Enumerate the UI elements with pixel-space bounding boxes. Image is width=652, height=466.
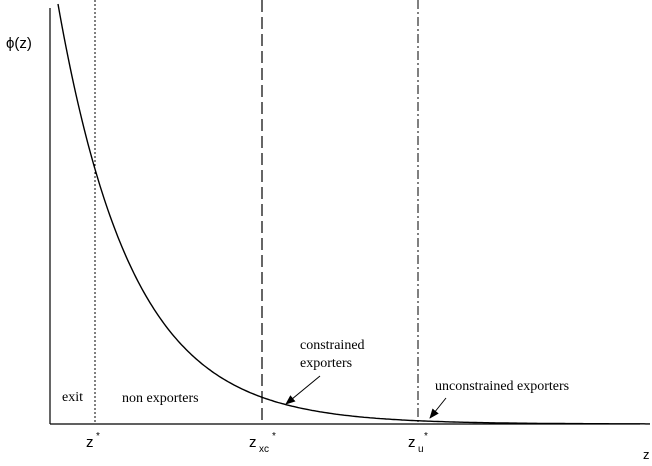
density-curve xyxy=(57,3,650,425)
region-label-non-exporters: non exporters xyxy=(122,391,199,406)
region-label-constrained-line2: exporters xyxy=(300,356,352,371)
threshold-label-sub: u xyxy=(418,444,424,455)
y-axis-label: ϕ(z) xyxy=(6,35,32,52)
threshold-label-sup: * xyxy=(96,431,100,442)
threshold-label-z-xc-star: z xc * xyxy=(249,431,276,455)
region-label-exit: exit xyxy=(62,390,83,405)
threshold-label-z-u-star: z u * xyxy=(408,431,428,455)
threshold-label-sup: * xyxy=(424,431,428,442)
threshold-label-z-star: z * xyxy=(86,431,100,451)
x-axis-label: z xyxy=(643,447,650,462)
region-label-unconstrained: unconstrained exporters xyxy=(435,379,569,394)
threshold-label-main: z xyxy=(86,434,94,451)
arrow-unconstrained xyxy=(429,397,447,419)
threshold-label-sup: * xyxy=(272,431,276,442)
region-label-constrained-line1: constrained xyxy=(300,338,365,353)
threshold-label-main: z xyxy=(249,434,257,451)
arrow-constrained xyxy=(285,375,321,405)
threshold-label-main: z xyxy=(408,434,416,451)
threshold-label-sub: xc xyxy=(259,444,269,455)
